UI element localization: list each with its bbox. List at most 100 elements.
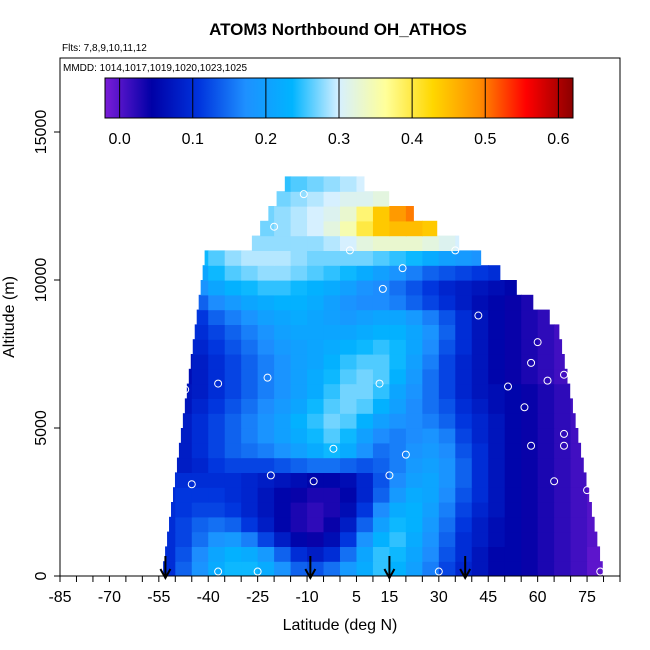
heatmap-cell xyxy=(165,546,176,562)
heatmap-cell xyxy=(455,339,473,355)
heatmap-cell xyxy=(202,265,209,281)
heatmap-cell xyxy=(471,487,489,503)
heatmap-cell xyxy=(356,309,374,325)
heatmap-cell xyxy=(422,235,440,251)
heatmap-cell xyxy=(438,280,456,296)
heatmap-cell xyxy=(340,339,358,355)
heatmap-cell xyxy=(224,383,242,399)
heatmap-cell xyxy=(438,487,456,503)
heatmap-cell xyxy=(307,428,325,444)
heatmap-cell xyxy=(208,398,226,414)
y-tick-label: 0 xyxy=(33,571,50,580)
heatmap-cell xyxy=(356,354,374,370)
heatmap-cell xyxy=(323,235,341,251)
heatmap-cell xyxy=(438,502,456,518)
heatmap-cell xyxy=(405,516,423,533)
heatmap-cell xyxy=(224,457,242,473)
heatmap-cell xyxy=(438,531,456,547)
heatmap-cell xyxy=(455,531,473,547)
heatmap-cell xyxy=(257,354,275,370)
observation-point xyxy=(250,225,259,234)
heatmap-cell xyxy=(323,220,341,237)
heatmap-cell xyxy=(323,413,341,429)
heatmap-cell xyxy=(488,383,506,399)
heatmap-cell xyxy=(224,561,242,576)
heatmap-cell xyxy=(471,413,489,429)
heatmap-cell xyxy=(438,546,456,562)
heatmap-cell xyxy=(323,191,341,207)
heatmap-cell xyxy=(323,531,341,547)
heatmap-cell xyxy=(504,472,522,488)
heatmap-cell xyxy=(488,531,506,547)
heatmap-cell xyxy=(191,516,209,533)
heatmap-cell xyxy=(455,235,460,251)
heatmap-cell xyxy=(241,383,259,399)
heatmap-cell xyxy=(504,324,522,340)
heatmap-cell xyxy=(405,398,423,414)
heatmap-cell xyxy=(290,354,308,370)
observation-point xyxy=(596,567,605,576)
heatmap-cell xyxy=(504,309,522,325)
heatmap-cell xyxy=(554,398,572,414)
heatmap-cell xyxy=(290,546,308,562)
heatmap-cell xyxy=(208,546,226,562)
x-tick-label: 30 xyxy=(430,589,448,606)
observation-point xyxy=(560,370,568,379)
heatmap-cell xyxy=(340,546,358,562)
heatmap-cell xyxy=(257,428,275,444)
heatmap-cell xyxy=(241,457,259,473)
heatmap-cell xyxy=(356,206,374,222)
heatmap-cell xyxy=(208,502,226,518)
heatmap-cell xyxy=(274,398,292,414)
heatmap-cell xyxy=(504,368,522,385)
x-tick-label: -70 xyxy=(98,589,121,606)
heatmap-cell xyxy=(274,339,292,355)
heatmap-cell xyxy=(257,531,275,547)
heatmap-cell xyxy=(405,546,423,562)
observation-point xyxy=(583,486,592,495)
heatmap-cell xyxy=(340,280,358,296)
heatmap-cell xyxy=(372,428,391,444)
heatmap-cell xyxy=(389,531,407,547)
heatmap-cell xyxy=(191,413,209,429)
heatmap-cell xyxy=(422,472,440,488)
heatmap-cell xyxy=(241,250,259,266)
heatmap-cell xyxy=(208,265,226,281)
heatmap-cell xyxy=(389,487,407,503)
heatmap-cell xyxy=(405,561,423,576)
heatmap-cell xyxy=(340,531,358,547)
heatmap-cell xyxy=(554,354,565,370)
heatmap-cell xyxy=(241,294,259,311)
x-tick-label: 5 xyxy=(352,589,361,606)
heatmap-cell xyxy=(438,250,456,266)
observation-point xyxy=(253,567,262,576)
heatmap-cell xyxy=(405,531,423,547)
heatmap-cell xyxy=(323,324,341,340)
heatmap-cell xyxy=(422,250,440,266)
heatmap-cell xyxy=(224,324,242,340)
heatmap-cell xyxy=(224,472,242,488)
heatmap-cell xyxy=(208,368,226,385)
heatmap-cell xyxy=(188,368,193,385)
heatmap-cell xyxy=(257,339,275,355)
colorbar-tick-label: 0.0 xyxy=(109,131,131,148)
profile-marker-arrow xyxy=(459,556,472,581)
heatmap-cell xyxy=(290,265,308,281)
heatmap-cell xyxy=(175,472,193,488)
heatmap-cell xyxy=(438,339,456,355)
observation-point xyxy=(345,246,354,255)
colorbar-tick-label: 0.1 xyxy=(182,131,204,148)
observation-point xyxy=(434,567,443,576)
heatmap-cell xyxy=(537,413,555,429)
heatmap-cell xyxy=(356,413,374,429)
observation-point xyxy=(181,276,190,284)
heatmap-cell xyxy=(471,561,489,576)
heatmap-cell xyxy=(175,561,193,576)
heatmap-cell xyxy=(274,324,292,340)
heatmap-cell xyxy=(471,294,489,311)
heatmap-cell xyxy=(356,457,374,473)
heatmap-cell xyxy=(372,339,391,355)
heatmap-cell xyxy=(488,457,506,473)
heatmap-cell xyxy=(521,457,539,473)
